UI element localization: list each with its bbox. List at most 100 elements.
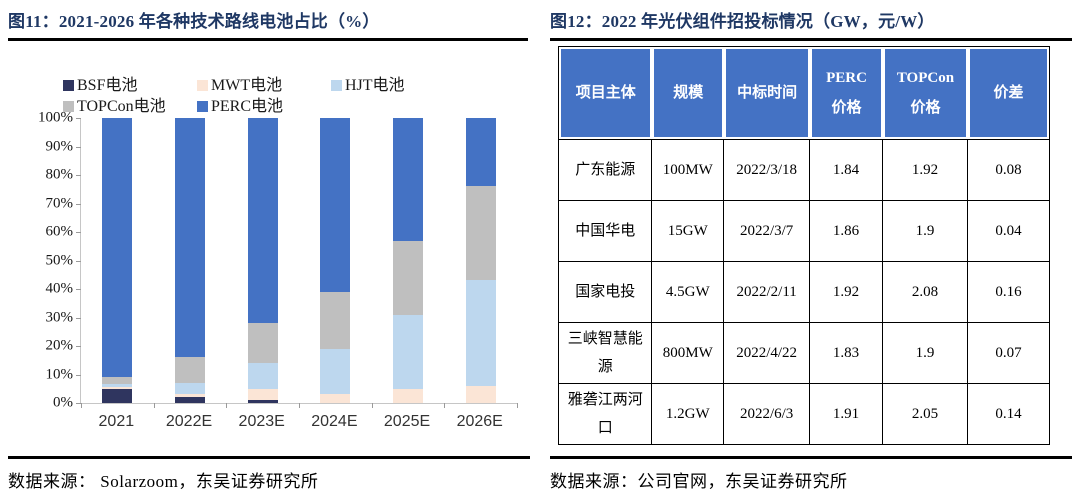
figure11-title-rule — [8, 38, 528, 41]
y-tick-label: 60% — [45, 223, 74, 240]
table-cell-text: 2022/6/3 — [739, 406, 794, 422]
x-tick-mark — [226, 403, 228, 408]
figure12-footer-rule — [550, 456, 1072, 459]
bar-segment — [465, 186, 496, 281]
header-line: 价差 — [993, 85, 1024, 101]
table-cell: 2022/6/3 — [724, 384, 811, 444]
x-tick-label: 2021 — [98, 413, 135, 430]
table-cell: 国家电投 — [559, 262, 653, 322]
figure12-panel: 图12：2022 年光伏组件招投标情况（GW，元/W） 项目主体 规模 中标时间 PE… — [540, 0, 1080, 497]
header-line: 项目主体 — [575, 85, 636, 101]
y-tick-mark — [76, 175, 81, 176]
table-cell: 0.14 — [968, 384, 1049, 444]
plot-area — [76, 118, 518, 408]
x-tick-label: 2024E — [311, 413, 358, 430]
table-cell-text: 2.08 — [911, 284, 939, 300]
x-axis-labels: 2021 2022E 2023E 2024E 2025E 2026E — [80, 413, 516, 431]
x-tick-label: 2022E — [165, 413, 213, 430]
legend-item: HJT电池 — [331, 75, 465, 96]
y-tick-label: 50% — [45, 252, 74, 268]
y-tick-label: 90% — [45, 138, 74, 154]
table-cell-text: 1.92 — [911, 162, 939, 178]
y-tick-mark — [76, 289, 81, 290]
x-tick-mark — [153, 403, 155, 408]
table-header-cell: TOPCon 价格 — [882, 47, 969, 139]
table-cell-text: 广东能源 — [575, 162, 636, 178]
table-cell-text: 0.16 — [995, 284, 1022, 300]
bar-segment — [102, 377, 133, 385]
table-cell-text: 2.05 — [911, 406, 939, 422]
legend-swatch-icon — [63, 80, 74, 91]
table-cell-text: 0.08 — [995, 162, 1022, 178]
table-cell: 广东能源 — [559, 140, 653, 200]
header-line: 中标时间 — [737, 85, 798, 101]
table-row: 广东能源 100MW 2022/3/18 1.84 1.92 0.08 — [559, 140, 1049, 200]
bar-2026E — [465, 118, 496, 403]
table-row: 国家电投 4.5GW 2022/2/11 1.92 2.08 0.16 — [559, 261, 1049, 322]
bar-segment — [392, 118, 423, 241]
table-row: 中国华电 15GW 2022/3/7 1.86 1.9 0.04 — [559, 200, 1049, 261]
table-cell: 1.2GW — [652, 384, 725, 444]
x-tick-mark — [299, 403, 300, 408]
table-cell: 15GW — [652, 201, 725, 261]
bar-segment — [320, 118, 351, 292]
table-cell-text: 0.07 — [995, 345, 1022, 361]
legend-swatch-icon — [63, 101, 74, 112]
table-header-cell: 规模 — [652, 47, 725, 139]
table-cell-text: 100MW — [662, 162, 713, 178]
bar-segment — [247, 388, 278, 401]
table-cell: 100MW — [652, 140, 725, 200]
table-cell-text: 三峡智慧能源 — [567, 331, 643, 375]
bar-segment — [320, 394, 351, 403]
y-tick-label: 100% — [38, 109, 73, 126]
table-cell: 1.9 — [883, 201, 969, 261]
table-cell: 2022/3/18 — [724, 140, 811, 200]
figure11-source-note: 数据来源： Solarzoom，东吴证券研究所 — [8, 472, 319, 491]
table-cell: 0.16 — [968, 262, 1049, 322]
y-tick-mark — [76, 317, 81, 319]
table-cell-text: 1.9 — [915, 345, 935, 361]
table-cell: 2.08 — [883, 262, 969, 322]
x-tick-label: 2025E — [383, 413, 431, 430]
table-cell-text: 0.14 — [995, 406, 1022, 422]
table-cell: 雅砻江两河口 — [559, 384, 653, 444]
table-cell-text: 4.5GW — [665, 284, 710, 300]
x-tick-label: 2026E — [456, 413, 503, 430]
table-cell: 4.5GW — [652, 262, 725, 322]
figure11-footer-rule — [8, 456, 530, 459]
bar-segment — [392, 388, 423, 403]
table-cell-text: 2022/4/22 — [736, 345, 798, 361]
table-cell: 1.84 — [810, 140, 883, 200]
table-cell: 1.9 — [883, 323, 969, 383]
table-cell: 1.86 — [810, 201, 883, 261]
table-cell-text: 0.04 — [995, 223, 1022, 239]
legend-item: BSF电池 — [63, 75, 197, 96]
y-tick-mark — [76, 146, 81, 148]
table-cell-text: 1.91 — [832, 406, 860, 422]
legend-swatch-icon — [331, 80, 342, 91]
table-cell-text: 国家电投 — [575, 284, 636, 300]
table-cell: 800MW — [652, 323, 725, 383]
table-cell-text: 1.9 — [915, 223, 935, 239]
figure11-title: 图11：2021-2026 年各种技术路线电池占比（%） — [8, 12, 380, 31]
legend-label: BSF电池 — [77, 77, 138, 94]
legend-item: PERC电池 — [197, 96, 331, 117]
header-line: PERC — [826, 70, 867, 86]
table-header-row: 项目主体 规模 中标时间 PERC 价格 TOPCon 价格 价差 — [559, 47, 1049, 139]
y-tick-mark — [76, 403, 81, 404]
table-cell-text: 1.83 — [832, 345, 860, 361]
table-cell: 中国华电 — [559, 201, 653, 261]
y-tick-mark — [76, 260, 81, 262]
table-cell: 1.92 — [810, 262, 883, 322]
x-tick-mark — [444, 403, 446, 408]
bar-segment — [174, 118, 205, 358]
bar-segment — [320, 348, 351, 395]
table-header-cell: 中标时间 — [724, 47, 811, 139]
bar-segment — [392, 314, 423, 389]
bar-segment — [174, 397, 205, 403]
legend-item: MWT电池 — [197, 75, 331, 96]
table-row: 雅砻江两河口 1.2GW 2022/6/3 1.91 2.05 0.14 — [559, 383, 1049, 444]
table-cell-text: 中国华电 — [575, 223, 636, 239]
y-tick-label: 40% — [45, 280, 74, 297]
bar-segment — [247, 118, 278, 324]
